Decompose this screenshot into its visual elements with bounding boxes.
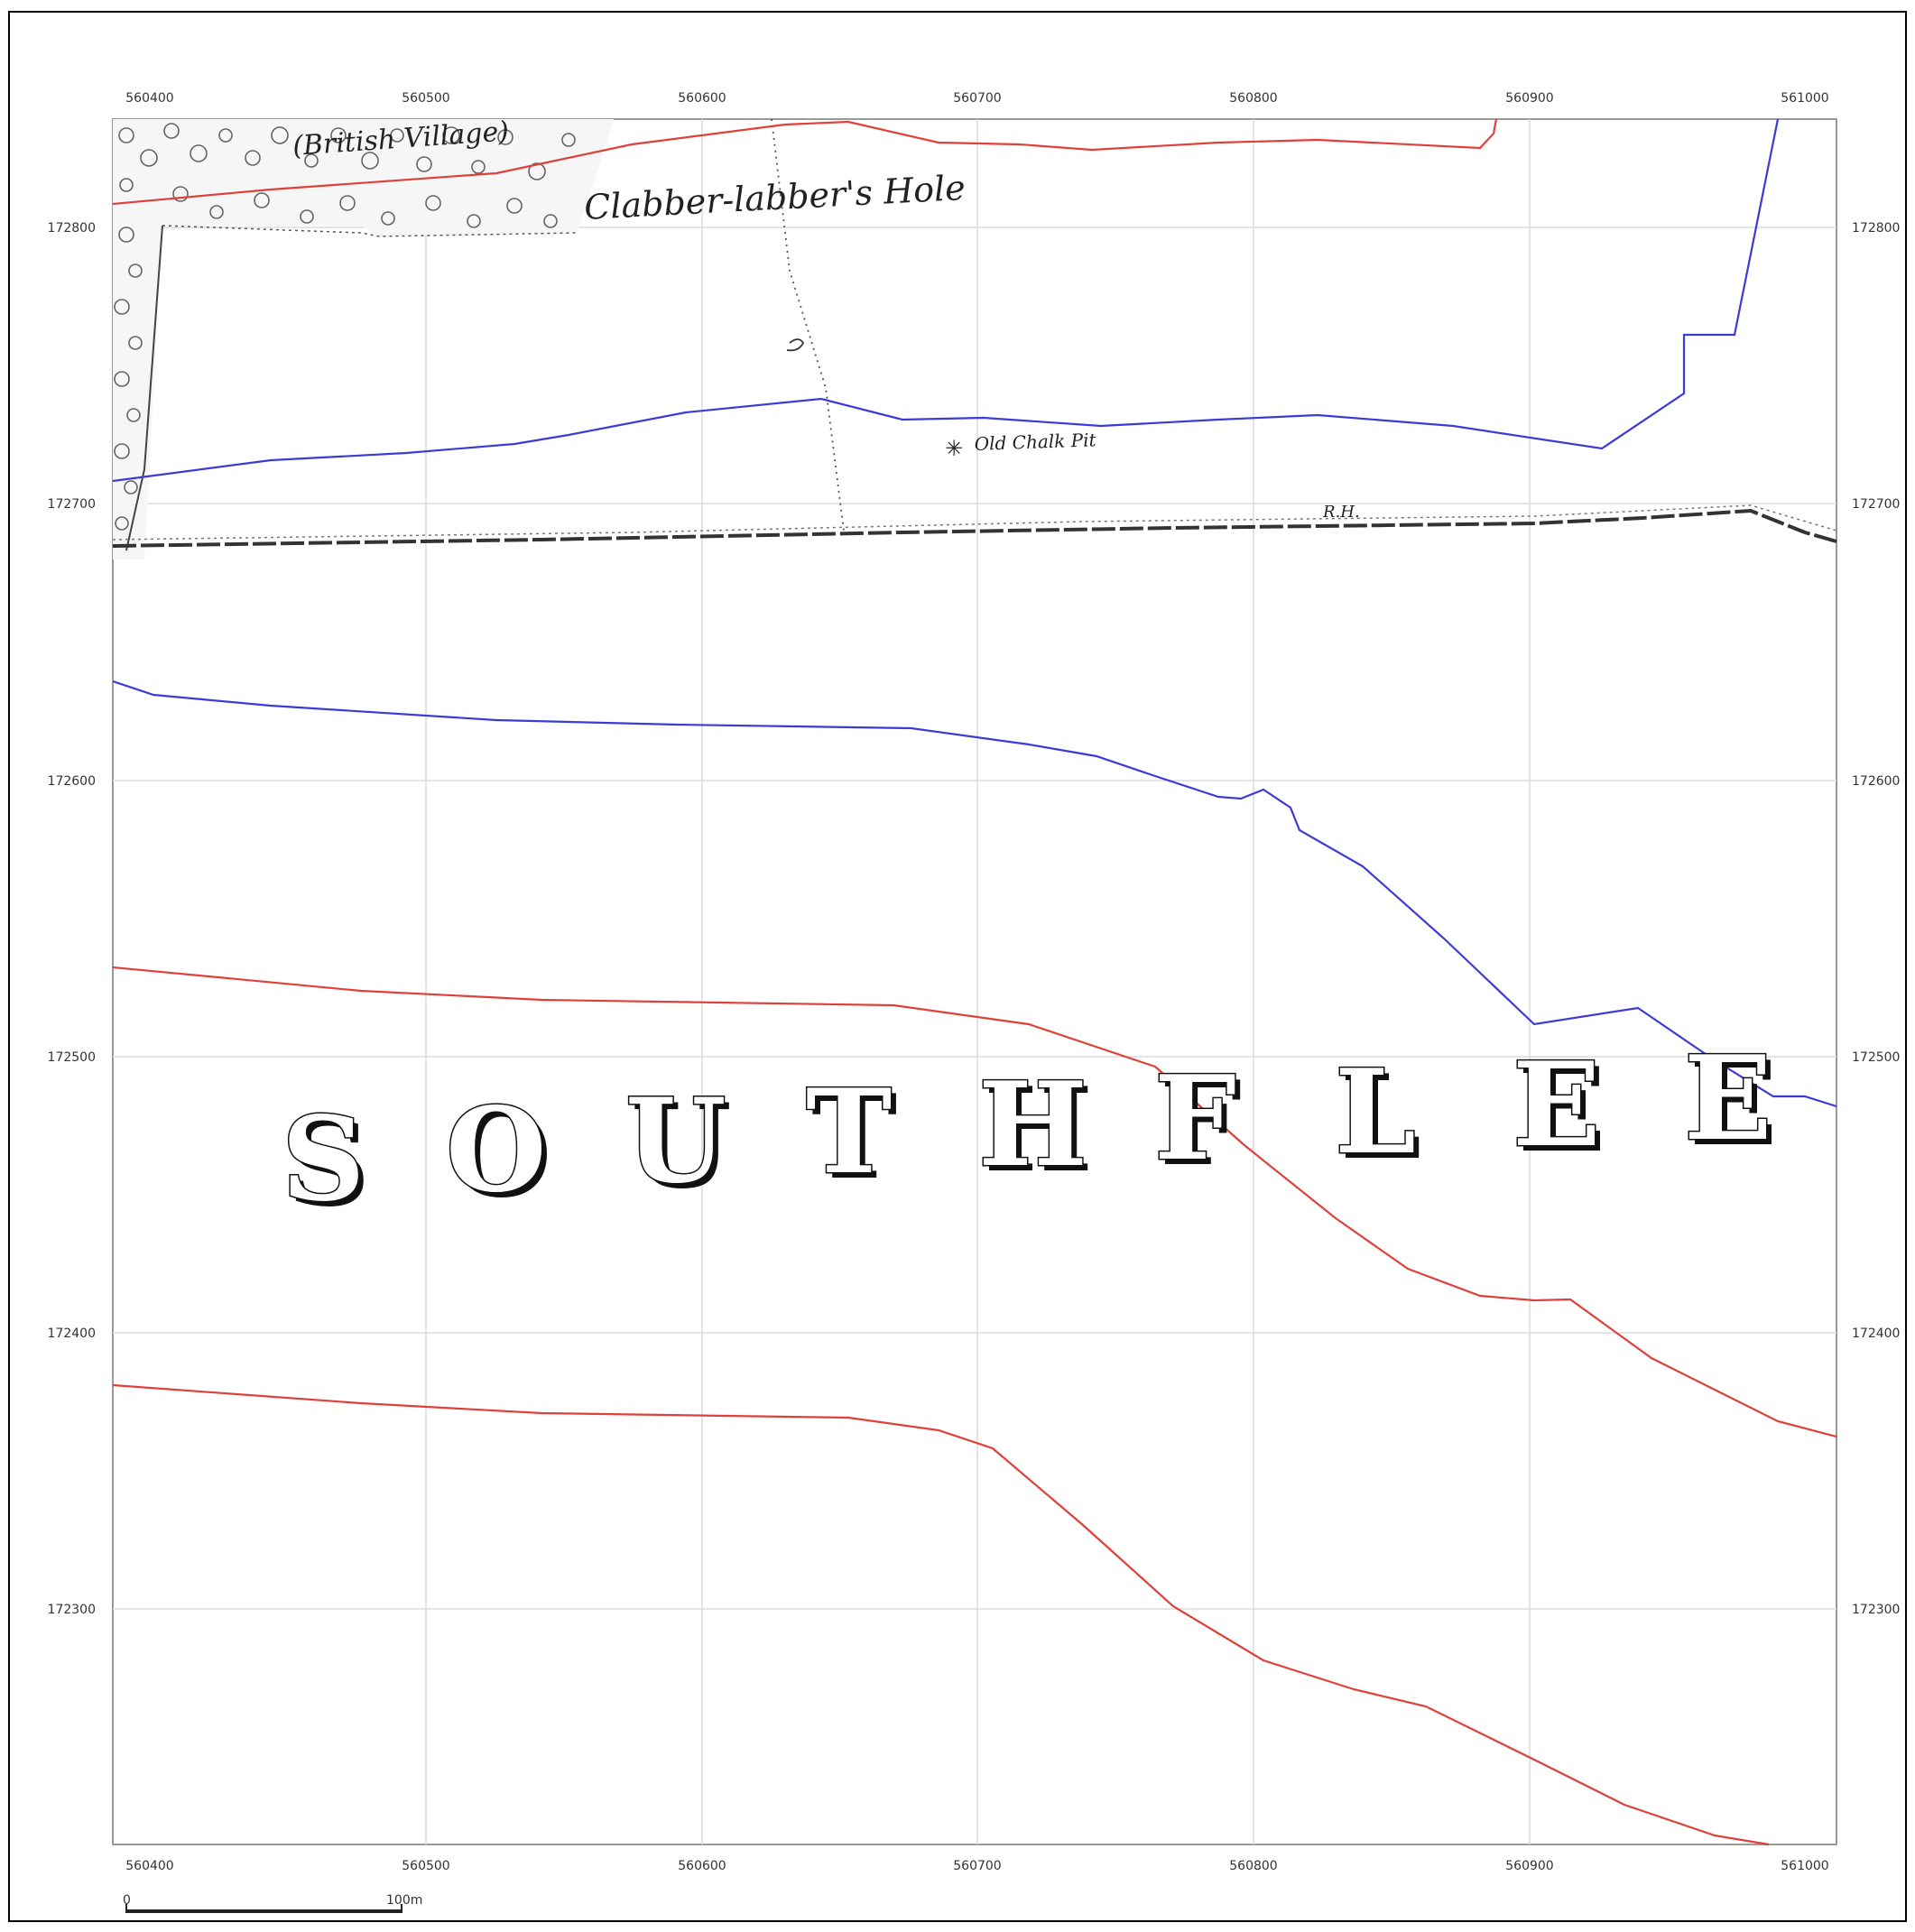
y-tick-right-2: 172600	[1852, 774, 1900, 789]
old-chalk-pit-label: Old Chalk Pit	[974, 429, 1097, 455]
x-tick-top-3: 560700	[953, 91, 1001, 106]
scale-bar: 0 100m	[123, 1893, 422, 1913]
y-ticks-right: 172800 172700 172600 172500 172400 17230…	[1852, 221, 1900, 1617]
blue-lines	[112, 118, 1837, 1108]
red-lines	[112, 118, 1837, 1846]
blue-line-1	[112, 118, 1780, 483]
footpath-line	[771, 118, 845, 532]
asterisk-icon: ✳	[945, 436, 963, 461]
sf-letter-o-shadow: O	[451, 1088, 552, 1224]
sf-letter-l: L	[1335, 1045, 1416, 1180]
y-tick-right-4: 172400	[1852, 1327, 1900, 1341]
y-tick-right-1: 172700	[1852, 497, 1900, 512]
y-tick-left-4: 172400	[48, 1327, 96, 1341]
footpath-mark	[786, 338, 805, 352]
woodland-area	[113, 119, 614, 559]
x-tick-top-4: 560800	[1229, 91, 1277, 106]
x-tick-bottom-3: 560700	[953, 1859, 1001, 1873]
sf-letter-e2-shadow: E	[1689, 1037, 1778, 1172]
x-tick-top-6: 561000	[1781, 91, 1828, 106]
sf-letter-t-shadow: T	[811, 1070, 897, 1206]
y-tick-right-0: 172800	[1852, 221, 1900, 236]
sf-letter-e1: E	[1513, 1038, 1601, 1173]
sf-letter-u-shadow: U	[631, 1079, 732, 1215]
x-ticks-top: 560400 560500 560600 560700 560800 56090…	[125, 91, 1828, 106]
sf-letter-s: S	[282, 1092, 365, 1227]
sf-letter-e1-shadow: E	[1518, 1043, 1606, 1179]
x-ticks-bottom: 560400 560500 560600 560700 560800 56090…	[125, 1859, 1828, 1873]
x-tick-bottom-0: 560400	[125, 1859, 173, 1873]
sf-letter-o: O	[446, 1083, 547, 1218]
y-tick-right-3: 172500	[1852, 1050, 1900, 1065]
y-tick-right-5: 172300	[1852, 1603, 1900, 1617]
scale-bar-end: 100m	[386, 1893, 422, 1908]
road-line	[112, 504, 1837, 548]
map-frame	[8, 11, 1907, 1922]
blue-line-2	[112, 679, 1837, 1108]
southfleet-label: S S O O U U T T H H F F L L E E E E	[281, 1031, 1778, 1234]
sf-letter-h: H	[978, 1058, 1087, 1193]
x-tick-top-1: 560500	[402, 91, 449, 106]
x-tick-bottom-2: 560600	[678, 1859, 726, 1873]
red-line-3	[112, 1383, 1770, 1846]
y-ticks-left: 172800 172700 172600 172500 172400 17230…	[48, 221, 96, 1617]
x-tick-bottom-6: 561000	[1781, 1859, 1828, 1873]
rh-label: R.H.	[1322, 503, 1360, 522]
x-tick-top-2: 560600	[678, 91, 726, 106]
scale-bar-start: 0	[123, 1893, 131, 1908]
x-tick-top-5: 560900	[1505, 91, 1553, 106]
y-tick-left-5: 172300	[48, 1603, 96, 1617]
sf-letter-l-shadow: L	[1340, 1050, 1421, 1186]
sf-letter-u: U	[625, 1074, 726, 1209]
y-tick-left-2: 172600	[48, 774, 96, 789]
sf-letter-f-shadow: F	[1160, 1057, 1242, 1192]
red-line-2	[112, 966, 1837, 1438]
sf-letter-s-shadow: S	[287, 1097, 370, 1233]
x-tick-bottom-1: 560500	[402, 1859, 449, 1873]
x-tick-top-0: 560400	[125, 91, 173, 106]
x-tick-bottom-5: 560900	[1505, 1859, 1553, 1873]
map-plot-area	[112, 118, 1837, 1845]
red-line-1	[112, 118, 1498, 206]
sf-letter-e2: E	[1684, 1031, 1772, 1167]
sf-letter-t: T	[806, 1065, 892, 1200]
x-tick-bottom-4: 560800	[1229, 1859, 1277, 1873]
clabberlabbers-hole-label: Clabber-labber's Hole	[583, 168, 967, 227]
grid-lines	[113, 119, 1836, 1844]
y-tick-left-0: 172800	[48, 221, 96, 236]
sf-letter-h-shadow: H	[984, 1063, 1093, 1198]
y-tick-left-3: 172500	[48, 1050, 96, 1065]
y-tick-left-1: 172700	[48, 497, 96, 512]
svg-text:✳: ✳	[945, 436, 963, 461]
sf-letter-f: F	[1154, 1051, 1236, 1187]
